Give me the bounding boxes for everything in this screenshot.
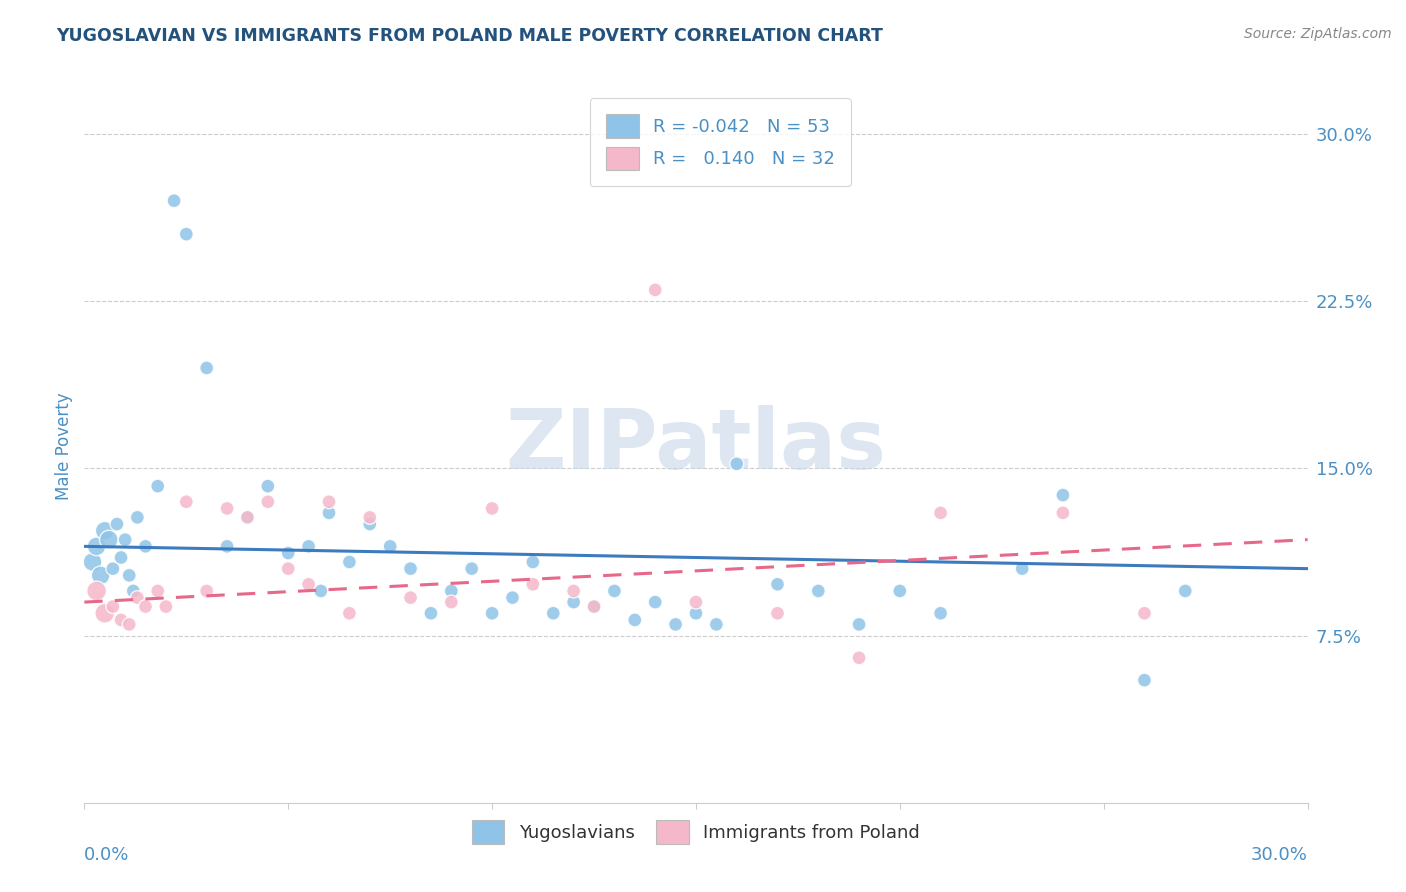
Point bbox=[174, 494, 197, 508]
Legend: Yugoslavians, Immigrants from Poland: Yugoslavians, Immigrants from Poland bbox=[457, 805, 935, 858]
Point bbox=[562, 595, 585, 609]
Point bbox=[1133, 673, 1156, 687]
Point bbox=[339, 555, 361, 569]
Text: 30.0%: 30.0% bbox=[1251, 846, 1308, 863]
Point bbox=[146, 479, 169, 493]
Point bbox=[146, 583, 169, 598]
Point bbox=[93, 524, 115, 538]
Point bbox=[562, 583, 585, 598]
Point bbox=[665, 617, 688, 632]
Text: ZIPatlas: ZIPatlas bbox=[506, 406, 886, 486]
Point bbox=[86, 583, 108, 598]
Point bbox=[114, 533, 136, 547]
Point bbox=[1052, 488, 1074, 502]
Y-axis label: Male Poverty: Male Poverty bbox=[55, 392, 73, 500]
Point bbox=[101, 562, 124, 576]
Text: Source: ZipAtlas.com: Source: ZipAtlas.com bbox=[1244, 27, 1392, 41]
Point bbox=[257, 494, 280, 508]
Point bbox=[93, 607, 115, 621]
Point bbox=[1133, 607, 1156, 621]
Point bbox=[298, 539, 321, 553]
Point bbox=[127, 591, 149, 605]
Point bbox=[399, 562, 422, 576]
Point bbox=[522, 577, 544, 591]
Point bbox=[644, 595, 666, 609]
Point bbox=[236, 510, 259, 524]
Point bbox=[481, 607, 503, 621]
Point bbox=[929, 607, 952, 621]
Point bbox=[1052, 506, 1074, 520]
Point bbox=[127, 510, 149, 524]
Point bbox=[318, 506, 340, 520]
Point bbox=[217, 501, 239, 516]
Point bbox=[90, 568, 112, 582]
Point bbox=[440, 595, 463, 609]
Point bbox=[174, 227, 197, 241]
Point bbox=[359, 510, 381, 524]
Point bbox=[1174, 583, 1197, 598]
Point bbox=[309, 583, 332, 598]
Point bbox=[135, 539, 157, 553]
Point bbox=[1011, 562, 1033, 576]
Point bbox=[257, 479, 280, 493]
Point bbox=[685, 595, 707, 609]
Point bbox=[624, 613, 647, 627]
Point bbox=[685, 607, 707, 621]
Point bbox=[101, 599, 124, 614]
Point bbox=[848, 651, 870, 665]
Point bbox=[848, 617, 870, 632]
Point bbox=[195, 583, 218, 598]
Point bbox=[86, 539, 108, 553]
Point bbox=[929, 506, 952, 520]
Point bbox=[122, 583, 145, 598]
Point bbox=[380, 539, 402, 553]
Point bbox=[298, 577, 321, 591]
Point bbox=[339, 607, 361, 621]
Point bbox=[217, 539, 239, 553]
Point bbox=[766, 577, 789, 591]
Point bbox=[807, 583, 830, 598]
Point bbox=[359, 516, 381, 531]
Point bbox=[461, 562, 484, 576]
Point bbox=[318, 494, 340, 508]
Point bbox=[603, 583, 626, 598]
Point bbox=[766, 607, 789, 621]
Point bbox=[97, 533, 120, 547]
Point bbox=[706, 617, 728, 632]
Point bbox=[110, 550, 132, 565]
Point bbox=[440, 583, 463, 598]
Point bbox=[163, 194, 186, 208]
Point bbox=[502, 591, 524, 605]
Point bbox=[277, 546, 299, 560]
Text: 0.0%: 0.0% bbox=[84, 846, 129, 863]
Point bbox=[195, 360, 218, 375]
Point bbox=[236, 510, 259, 524]
Text: YUGOSLAVIAN VS IMMIGRANTS FROM POLAND MALE POVERTY CORRELATION CHART: YUGOSLAVIAN VS IMMIGRANTS FROM POLAND MA… bbox=[56, 27, 883, 45]
Point bbox=[644, 283, 666, 297]
Point bbox=[135, 599, 157, 614]
Point bbox=[583, 599, 606, 614]
Point bbox=[118, 617, 141, 632]
Point bbox=[277, 562, 299, 576]
Point bbox=[889, 583, 911, 598]
Point bbox=[583, 599, 606, 614]
Point bbox=[105, 516, 128, 531]
Point bbox=[420, 607, 443, 621]
Point bbox=[155, 599, 177, 614]
Point bbox=[543, 607, 565, 621]
Point bbox=[522, 555, 544, 569]
Point bbox=[110, 613, 132, 627]
Point bbox=[725, 457, 748, 471]
Point bbox=[399, 591, 422, 605]
Point bbox=[82, 555, 104, 569]
Point bbox=[481, 501, 503, 516]
Point bbox=[118, 568, 141, 582]
